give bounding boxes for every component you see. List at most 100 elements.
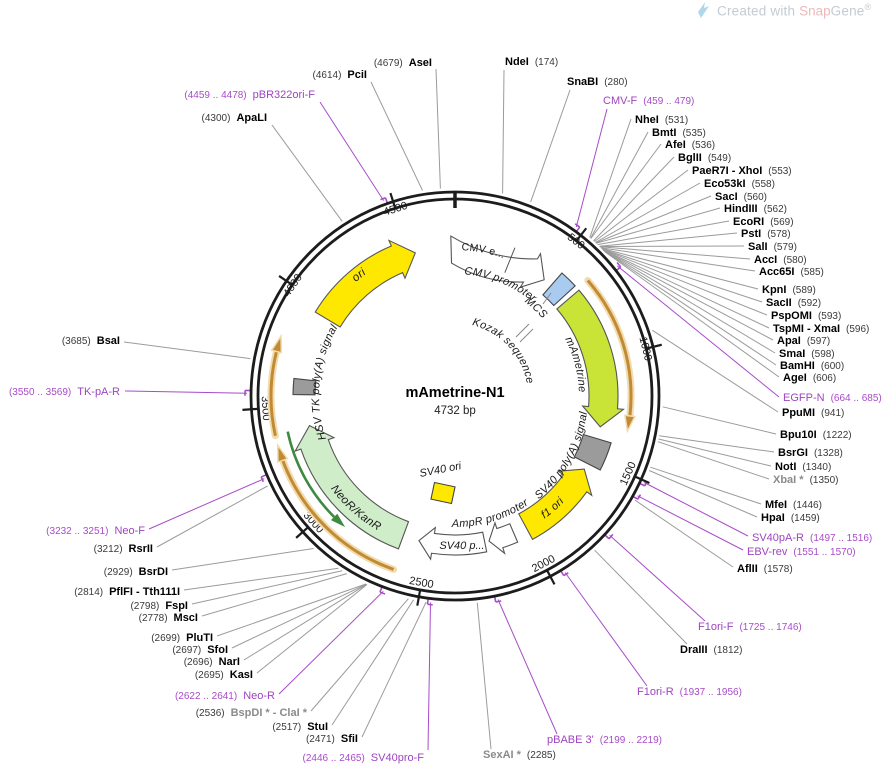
- leader-line-Neo-F: [148, 478, 265, 530]
- site-label-AccI: AccI (580): [754, 254, 807, 266]
- site-label-CMV-F: CMV-F (459 .. 479): [603, 95, 694, 107]
- site-label-ApaLI: (4300) ApaLI: [202, 112, 267, 124]
- site-label-SacII: SacII (592): [766, 297, 821, 309]
- primer-mark-pBR322ori-F: [380, 197, 386, 201]
- site-label-SexAI *: SexAI * (2285): [483, 749, 556, 761]
- site-label-PluTI: (2699) PluTI: [151, 632, 213, 644]
- site-label-BsaI: (3685) BsaI: [62, 335, 120, 347]
- site-label-pBABE 3': pBABE 3' (2199 .. 2219): [547, 734, 662, 746]
- ori-arrow: [314, 239, 417, 328]
- site-label-PflFI - Tth111I: (2814) PflFI - Tth111I: [74, 586, 180, 598]
- leader-line-HindIII: [596, 207, 721, 244]
- site-label-KasI: (2695) KasI: [195, 669, 253, 681]
- cmv-promoter-arrow: [450, 235, 545, 289]
- leader-line-RsrII: [156, 485, 268, 548]
- neo-cds-arrow-arc: [286, 431, 336, 518]
- tick-1500: [633, 475, 650, 485]
- leader-line-ApaI: [602, 249, 774, 341]
- site-label-KpnI: KpnI (589): [762, 284, 816, 296]
- leader-line-BsrGI: [659, 435, 775, 453]
- site-label-HpaI: HpaI (1459): [761, 512, 820, 524]
- watermark-brand-snap: Snap: [799, 3, 831, 19]
- leader-line-NdeI: [502, 69, 505, 194]
- site-label-Eco53kI: Eco53kI (558): [704, 178, 775, 190]
- leader-line-PpuMI: [652, 329, 779, 413]
- tick-1000: [644, 343, 663, 350]
- primer-mark-EBV-rev: [637, 494, 642, 500]
- leader-line-Bpu10I: [662, 406, 777, 435]
- site-label-AflII: AflII (1578): [737, 563, 793, 575]
- sv40-p-label: SV40 p...: [439, 540, 484, 552]
- leader-line-Eco53kI: [595, 182, 701, 243]
- leader-line-EcoRI: [597, 220, 730, 246]
- leader-line-TK-pA-R: [124, 390, 248, 394]
- leader-line-PluTI: [216, 583, 367, 637]
- misc-leader-0: [515, 323, 530, 338]
- leader-line-BmtI: [590, 131, 649, 239]
- leader-line-PstI: [599, 232, 738, 247]
- watermark-prefix: Created with: [717, 3, 800, 19]
- leader-line-SfiI: [361, 601, 427, 738]
- leader-line-ApaLI: [271, 124, 343, 222]
- leader-line-BsrDI: [171, 548, 314, 571]
- tick-label-2500: 2500: [408, 575, 434, 591]
- leader-line-SacI: [595, 195, 712, 244]
- leader-line-SexAI *: [476, 602, 492, 750]
- tick-4500: [389, 192, 397, 210]
- misc-leader-2: [542, 292, 552, 305]
- site-label-PaeR7I - XhoI: PaeR7I - XhoI (553): [692, 165, 792, 177]
- watermark-text: Created with SnapGene®: [717, 2, 871, 19]
- site-label-DraIII: DraIII (1812): [680, 644, 742, 656]
- site-label-pBR322ori-F: (4459 .. 4478) pBR322ori-F: [184, 89, 315, 101]
- leader-line-HpaI: [649, 470, 758, 518]
- site-label-FspI: (2798) FspI: [130, 600, 188, 612]
- leader-line-BglII: [593, 156, 675, 242]
- site-label-EcoRI: EcoRI (569): [733, 216, 794, 228]
- leader-line-AgeI: [604, 251, 780, 378]
- orf-neor-a-head: [276, 442, 289, 464]
- sv40-promoter-arrow: [418, 526, 488, 561]
- snapgene-logo-icon: [698, 2, 709, 18]
- site-label-AgeI: AgeI (606): [783, 372, 836, 384]
- site-label-TK-pA-R: (3550 .. 3569) TK-pA-R: [9, 386, 120, 398]
- watermark-registered-mark: ®: [864, 2, 872, 13]
- site-label-SnaBI: SnaBI (280): [567, 76, 628, 88]
- site-label-PstI: PstI (578): [741, 228, 791, 240]
- neor-kanr-arrow: [294, 424, 410, 550]
- leader-line-FspI: [191, 570, 343, 605]
- sv40-polya-box: [573, 433, 612, 471]
- ampr-promoter-arrow: [488, 521, 519, 555]
- plasmid-size: 4732 bp: [434, 405, 476, 417]
- site-label-EBV-rev: EBV-rev (1551 .. 1570): [747, 546, 856, 558]
- site-label-F1ori-F: F1ori-F (1725 .. 1746): [698, 621, 802, 633]
- leader-line-KpnI: [601, 247, 759, 290]
- site-label-NheI: NheI (531): [635, 114, 688, 126]
- leader-line-AseI: [435, 68, 441, 189]
- site-label-SalI: SalI (579): [748, 241, 797, 253]
- leader-line-CMV-F: [575, 108, 608, 228]
- leader-line-XbaI *: [657, 441, 770, 480]
- leader-line-NheI: [589, 118, 632, 238]
- leader-line-TspMI - XmaI: [602, 249, 770, 329]
- primer-mark-pBABE 3': [495, 600, 502, 603]
- watermark: Created with SnapGene®: [696, 2, 871, 19]
- site-label-BglII: BglII (549): [678, 152, 731, 164]
- tick-4000: [278, 275, 294, 287]
- f1-ori-arrow: [517, 468, 593, 541]
- misc-leader-1: [519, 328, 534, 343]
- site-label-NarI: (2696) NarI: [184, 656, 240, 668]
- leader-line-Acc65I: [600, 247, 756, 272]
- tick-3000: [295, 525, 310, 539]
- leader-line-SalI: [599, 245, 745, 247]
- leader-line-pBR322ori-F: [319, 101, 385, 201]
- leader-line-Neo-R: [278, 590, 384, 695]
- site-label-SmaI: SmaI (598): [779, 348, 835, 360]
- primer-mark-F1ori-F: [608, 533, 614, 540]
- mcs-box: [542, 272, 576, 307]
- leader-line-NarI: [243, 583, 367, 661]
- site-label-PciI: (4614) PciI: [313, 69, 367, 81]
- orf-mametrine-head: [624, 414, 636, 434]
- leader-line-PciI: [370, 81, 423, 191]
